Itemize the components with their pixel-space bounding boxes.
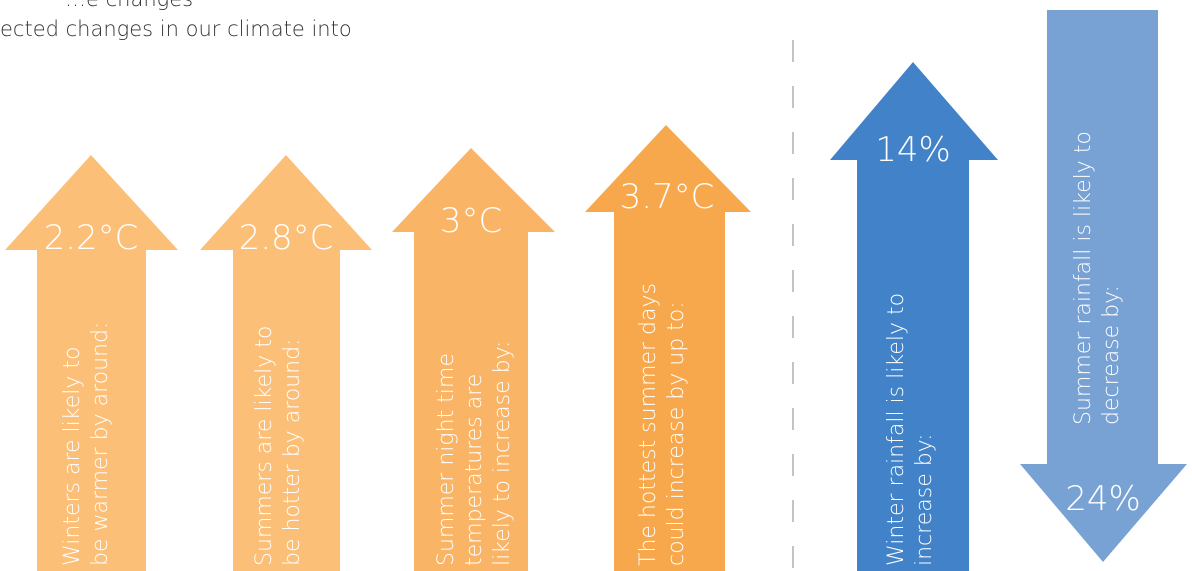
arrow-summer-rainfall: 24% Summer rainfall is likely to decreas… [1020, 10, 1187, 562]
arrow-shape [200, 155, 372, 571]
arrow-winter-warming: 2.2°C Winters are likely to be warmer by… [5, 155, 178, 571]
intro-text: …e changes ected changes in our climate … [0, 0, 700, 50]
intro-line-1: …e changes [65, 0, 193, 10]
arrow-shape [392, 148, 555, 571]
arrow-label: Summer night time temperatures are likel… [434, 341, 515, 566]
arrow-shape [1020, 10, 1187, 562]
arrow-label-line-1: The hottest summer days [636, 283, 661, 566]
arrow-value: 14% [875, 130, 951, 170]
arrow-label-line-3: likely to increase by: [490, 341, 515, 566]
arrow-shape [585, 125, 751, 571]
arrow-label-line-2: increase by: [912, 433, 937, 566]
arrow-winter-rainfall: 14% Winter rainfall is likely to increas… [830, 62, 998, 571]
arrow-value: 3°C [440, 201, 502, 241]
intro-line-2: ected changes in our climate into [0, 17, 352, 41]
arrow-summer-warming: 2.8°C Summers are likely to be hotter by… [200, 155, 372, 571]
arrow-value: 3.7°C [620, 177, 715, 217]
arrow-label-line-2: decrease by: [1099, 285, 1124, 425]
arrow-hottest-days: 3.7°C The hottest summer days could incr… [585, 125, 751, 571]
arrow-label: Summers are likely to be hotter by aroun… [252, 319, 305, 566]
arrow-label: Winter rainfall is likely to increase by… [884, 286, 937, 566]
arrow-label-line-1: Summer night time [434, 353, 459, 566]
arrow-label-line-1: Winters are likely to [60, 347, 85, 566]
arrow-label-line-1: Winter rainfall is likely to [884, 293, 909, 566]
arrow-label: Summer rainfall is likely to decrease by… [1071, 124, 1124, 425]
arrow-label-line-2: could increase by up to: [664, 301, 689, 566]
arrow-value: 2.8°C [239, 218, 334, 258]
arrow-value: 24% [1065, 479, 1141, 519]
arrow-label-line-2: temperatures are [462, 374, 487, 566]
arrow-label-line-1: Summer rainfall is likely to [1071, 131, 1096, 425]
arrow-label-line-2: be hotter by around: [280, 339, 305, 566]
arrow-label-line-2: be warmer by around: [88, 322, 113, 566]
arrow-shape [830, 62, 998, 571]
arrow-value: 2.2°C [44, 218, 139, 258]
arrow-label: Winters are likely to be warmer by aroun… [60, 322, 113, 566]
arrow-summer-night: 3°C Summer night time temperatures are l… [392, 148, 555, 571]
arrow-shape [5, 155, 178, 571]
arrow-label-line-1: Summers are likely to [252, 326, 277, 566]
arrow-label: The hottest summer days could increase b… [636, 276, 689, 566]
